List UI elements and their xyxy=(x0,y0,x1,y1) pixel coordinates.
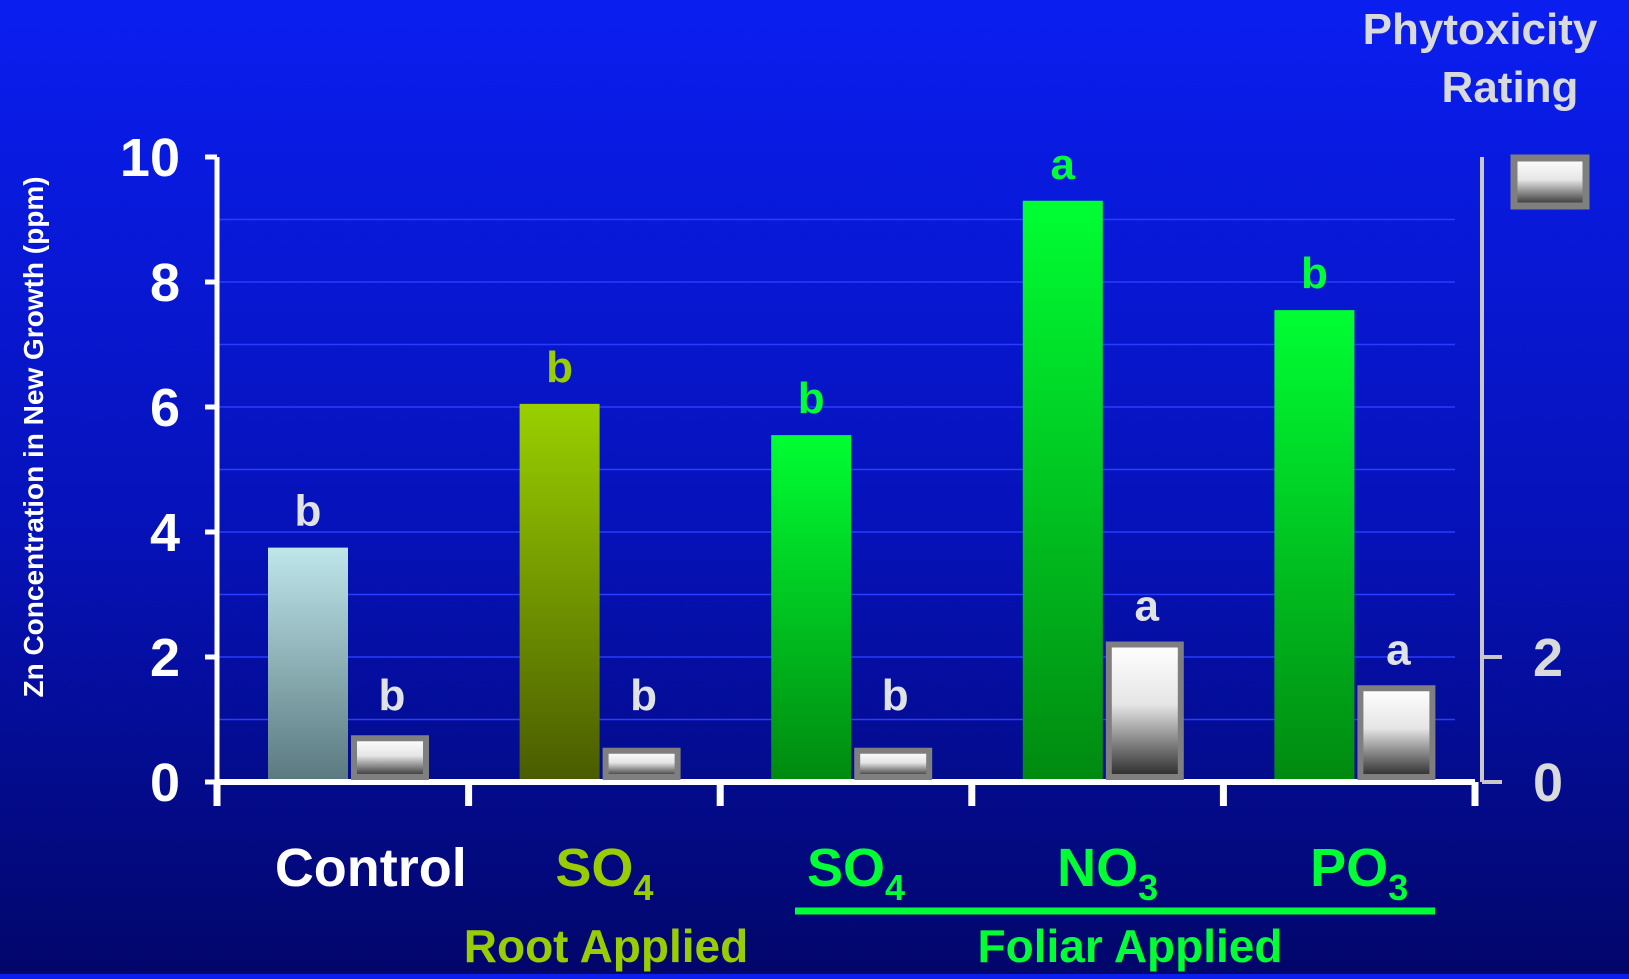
bar-rating-letter: b xyxy=(379,671,406,720)
y2-tick-label: 0 xyxy=(1533,753,1563,813)
bar-zn-letter: a xyxy=(1051,140,1076,189)
y-tick-label: 0 xyxy=(150,753,180,813)
bar-zn xyxy=(1274,310,1355,779)
y2-axis-label-line1: Phytoxicity xyxy=(1363,5,1598,54)
y-tick-label: 8 xyxy=(150,253,180,313)
category-labels: Control SO4 SO4 NO3 PO3 xyxy=(275,838,1408,908)
group-label-foliar: Foliar Applied xyxy=(978,920,1283,972)
category-label: SO4 xyxy=(807,838,905,908)
bars xyxy=(268,200,1436,780)
category-label: NO3 xyxy=(1057,838,1158,908)
bar-zn-letter: b xyxy=(1301,249,1328,298)
bar-rating-letter: b xyxy=(630,671,657,720)
category-label: SO4 xyxy=(555,838,653,908)
category-label: PO3 xyxy=(1310,838,1408,908)
y2-tick-labels: 02 xyxy=(1533,628,1563,813)
bar-rating xyxy=(351,735,429,780)
legend-rating-swatch xyxy=(1510,154,1590,210)
bar-zn-letter: b xyxy=(546,343,573,392)
bar-rating xyxy=(1357,685,1436,780)
group-labels: Root Applied Foliar Applied xyxy=(464,907,1435,972)
bar-zn xyxy=(1022,200,1103,779)
bar-zn xyxy=(771,435,852,779)
y2-axis-label-line2: Rating xyxy=(1442,63,1579,112)
y-tick-labels: 0 2 4 6 8 10 xyxy=(120,128,180,813)
bar-zn-letter: b xyxy=(295,487,322,536)
category-label: Control xyxy=(275,838,467,898)
y2-tick-label: 2 xyxy=(1533,628,1563,688)
bar-letters: b b b b b b a a b a xyxy=(295,140,1412,720)
bar-rating-letter: b xyxy=(882,671,909,720)
bar-rating xyxy=(1105,641,1184,780)
bar-rating xyxy=(602,747,681,780)
y-tick-label: 4 xyxy=(150,503,180,563)
bar-rating xyxy=(854,747,933,780)
bar-zn xyxy=(268,547,348,779)
bar-zn xyxy=(519,403,600,779)
y-tick-label: 6 xyxy=(150,378,180,438)
group-label-root: Root Applied xyxy=(464,920,748,972)
axes xyxy=(205,154,1502,806)
y-tick-label: 10 xyxy=(120,128,180,188)
bar-zn-letter: b xyxy=(798,374,825,423)
y-axis-label: Zn Concentration in New Growth (ppm) xyxy=(18,176,49,697)
y-tick-label: 2 xyxy=(150,628,180,688)
bar-rating-letter: a xyxy=(1135,582,1160,631)
bar-rating-letter: a xyxy=(1386,625,1411,674)
